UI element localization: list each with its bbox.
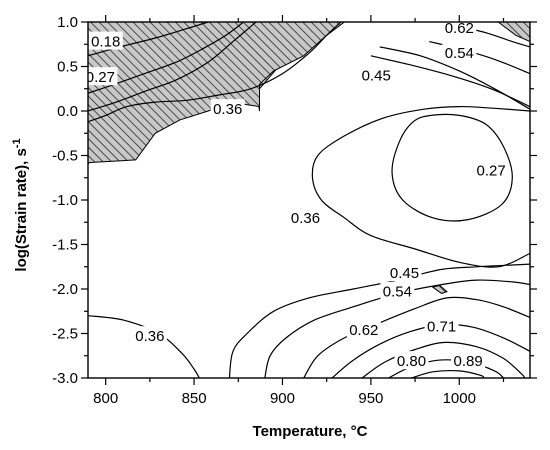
y-axis-title-text: log(Strain rate), s (13, 148, 30, 271)
contour-label-bg (132, 326, 167, 345)
contour-label: 0.36 (291, 210, 320, 227)
x-axis-title-degree: °C (351, 423, 368, 440)
y-tick-label: 0.5 (57, 59, 78, 76)
contour-line (88, 315, 200, 378)
contour-line (391, 113, 513, 222)
x-tick-label: 950 (358, 390, 383, 407)
contour-label-bg (346, 319, 381, 338)
contour-label-bg (442, 22, 477, 37)
x-tick-label: 800 (93, 390, 118, 407)
y-tick-label: -2.5 (52, 326, 78, 343)
contour-label-bg (424, 316, 459, 335)
contour-label: 0.89 (453, 353, 482, 370)
contour-labels: 0.18 0.27 0.36 0.62 0.54 0.45 0.27 0.36 0.45 0.54… (86, 20, 509, 370)
x-axis-title-text: Temperature, (253, 423, 351, 440)
x-axis: 800 850 900 950 1000 (93, 15, 505, 407)
contour-label: 0.54 (445, 45, 474, 62)
contour-line (429, 41, 530, 75)
hatched-instability-region (497, 22, 530, 43)
contour-line (228, 263, 530, 378)
y-tick-label: 0.0 (57, 103, 78, 120)
y-tick-label: -3.0 (52, 370, 78, 387)
contour-label: 0.62 (445, 20, 474, 37)
contour-label-bg (380, 281, 415, 300)
contour-label-bg (210, 99, 245, 118)
contour-label: 0.54 (383, 284, 412, 301)
x-tick-label: 1000 (443, 390, 476, 407)
y-tick-label: -2.0 (52, 281, 78, 298)
contour-label-bg (442, 43, 477, 62)
contour-label-bg (387, 263, 422, 281)
contour-line (264, 279, 530, 378)
hatched-instability-region (88, 22, 346, 164)
contour-label-bg (359, 65, 394, 84)
contour-line (411, 370, 485, 378)
contour-line (311, 105, 530, 268)
hatched-instability-region (431, 284, 448, 294)
contour-label-bg (88, 31, 123, 50)
contour-line (88, 22, 342, 123)
x-tick-label: 900 (270, 390, 295, 407)
contour-label: 0.80 (397, 353, 426, 370)
y-tick-label: -1.5 (52, 237, 78, 254)
contour-label: 0.45 (362, 67, 391, 84)
contour-label-bg (474, 160, 509, 179)
contour-label: 0.45 (390, 265, 419, 282)
contour-label-bg (88, 67, 118, 86)
contour-label-bg (288, 207, 323, 226)
contour-label: 0.18 (91, 34, 120, 51)
contour-line (88, 22, 257, 112)
contour-line (303, 296, 530, 378)
contour-label: 0.36 (213, 101, 242, 118)
contour-line (370, 55, 530, 108)
y-axis: 1.0 0.5 0.0 -0.5 -1.0 -1.5 -2.0 -2.5 -3.0 (52, 14, 537, 387)
contour-label-bg (451, 351, 486, 370)
contour-label: 0.62 (349, 322, 378, 339)
contour-label: 0.27 (476, 163, 505, 180)
plot-area: 0.18 0.27 0.36 0.62 0.54 0.45 0.27 0.36 0.45 0.54… (86, 20, 530, 378)
y-tick-label: -0.5 (52, 148, 78, 165)
contour-line (361, 341, 526, 378)
x-axis-title: Temperature, °C (253, 423, 368, 440)
contour-label: 0.27 (86, 69, 115, 86)
y-tick-label: -1.0 (52, 192, 78, 209)
contour-label: 0.71 (427, 318, 456, 335)
contour-label: 0.36 (135, 328, 164, 345)
y-axis-title: log(Strain rate), s-1 (11, 138, 30, 271)
y-axis-title-exponent: -1 (11, 138, 23, 148)
contour-label-bg (394, 351, 429, 370)
instability-regions (88, 22, 530, 294)
x-tick-label: 850 (182, 390, 207, 407)
y-tick-label: 1.0 (57, 14, 78, 31)
contour-line (88, 22, 209, 57)
